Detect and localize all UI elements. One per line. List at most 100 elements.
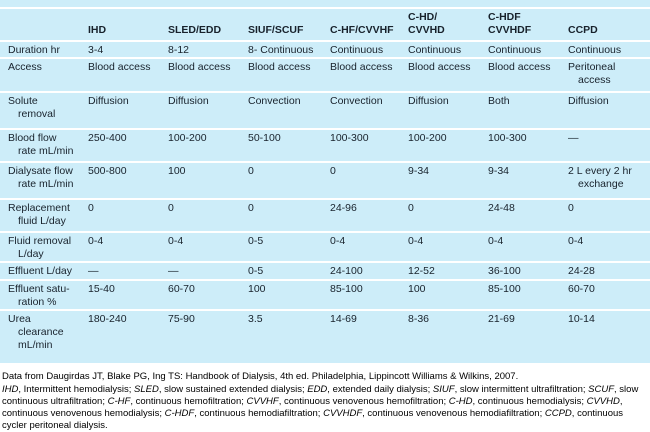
- dialysis-modality-table: IHD SLED/EDD SIUF/SCUF C-HF/CVVHF C-HD/CVVHD…: [0, 0, 650, 363]
- table-cell: 0-4: [488, 235, 504, 247]
- row-label: Blood flow rate mL/min: [8, 132, 74, 157]
- table-cell: 12-52: [408, 265, 435, 277]
- table-cell: 60-70: [168, 283, 195, 295]
- column-header-2: SLED/EDD: [168, 24, 222, 36]
- table-cell: 100-200: [168, 132, 207, 144]
- column-header-3: SIUF/SCUF: [248, 24, 304, 36]
- table-row: Fluid removal L/day 0-4 0-4 0-5 0-4 0-4 0-4 0-4: [0, 233, 650, 263]
- table-cell: Diffusion: [168, 95, 209, 107]
- table-cell: 85-100: [488, 283, 521, 295]
- table-cell: 24-48: [488, 202, 515, 214]
- row-label: Replacement fluid L/day: [8, 202, 70, 227]
- row-label: Access: [8, 61, 42, 73]
- table-cell: Diffusion: [88, 95, 129, 107]
- table-row: Duration hr 3-4 8-12 8- Continuous Continuou…: [0, 42, 650, 59]
- table-cell: 8- Continuous: [248, 44, 314, 56]
- table-cell: 9-34: [408, 165, 430, 177]
- table-cell: 60-70: [568, 283, 595, 295]
- table-row: Solute removal Diffusion Diffusion Convectio…: [0, 93, 650, 130]
- table-cell: 21-69: [488, 313, 515, 325]
- table-cell: 0-4: [168, 235, 184, 247]
- table-cell: 24-96: [330, 202, 357, 214]
- table-cell: Blood access: [88, 61, 151, 73]
- table-cell: 250-400: [88, 132, 127, 144]
- table-cell: 0: [168, 202, 174, 214]
- table-cell: Blood access: [408, 61, 471, 73]
- table-footnotes: Data from Daugirdas JT, Blake PG, Ing TS…: [0, 363, 650, 432]
- column-header-5: C-HD/CVVHD: [408, 11, 445, 36]
- table-cell: Convection: [330, 95, 383, 107]
- table-top-border: [0, 0, 650, 9]
- table-cell: 3.5: [248, 313, 263, 325]
- table-cell: 8-12: [168, 44, 190, 56]
- table-row: Urea clearance mL/min 180-240 75-90 3.5 14-69 8…: [0, 311, 650, 363]
- table-cell: 500-800: [88, 165, 127, 177]
- table-cell: 0-4: [88, 235, 104, 247]
- column-header-4: C-HF/CVVHF: [330, 24, 394, 36]
- table-cell: 75-90: [168, 313, 195, 325]
- table-cell: Diffusion: [568, 95, 609, 107]
- table-cell: Convection: [248, 95, 301, 107]
- table-cell: 0-5: [248, 265, 264, 277]
- table-cell: Blood access: [168, 61, 231, 73]
- table-cell: 15-40: [88, 283, 115, 295]
- table-cell: 10-14: [568, 313, 595, 325]
- row-label: Fluid removal L/day: [8, 235, 72, 260]
- table-cell: 24-28: [568, 265, 595, 277]
- table-cell: 0-4: [408, 235, 424, 247]
- table-cell: 0: [88, 202, 94, 214]
- table-cell: Blood access: [248, 61, 311, 73]
- table-cell: 100: [248, 283, 266, 295]
- table-row: Effluent satu-ration % 15-40 60-70 100 85-10…: [0, 281, 650, 311]
- table-row: Replacement fluid L/day 0 0 0 24-96 0 24-48 0: [0, 200, 650, 233]
- table-cell: —: [168, 265, 179, 277]
- table-cell: 180-240: [88, 313, 127, 325]
- table-cell: 85-100: [330, 283, 363, 295]
- table-cell: 14-69: [330, 313, 357, 325]
- table-cell: 100-200: [408, 132, 447, 144]
- table-cell: 36-100: [488, 265, 521, 277]
- table-cell: Blood access: [330, 61, 393, 73]
- table-cell: 50-100: [248, 132, 281, 144]
- table-cell: 0: [248, 202, 254, 214]
- table-cell: Continuous: [408, 44, 462, 56]
- table-cell: Peritoneal access: [568, 61, 616, 86]
- row-label: Solute removal: [8, 95, 56, 120]
- row-label: Effluent satu-ration %: [8, 283, 70, 308]
- column-header-1: IHD: [88, 24, 107, 36]
- column-header-6: C-HDF CVVHDF: [488, 11, 532, 36]
- row-label: Urea clearance mL/min: [8, 313, 64, 351]
- table-cell: —: [568, 132, 579, 144]
- table-header-row: IHD SLED/EDD SIUF/SCUF C-HF/CVVHF C-HD/CVVHD…: [0, 9, 650, 42]
- table-cell: 100-300: [330, 132, 369, 144]
- table-cell: 100: [168, 165, 186, 177]
- table-cell: 2 L every 2 hr exchange: [568, 165, 632, 190]
- table-cell: 0: [568, 202, 574, 214]
- table-row: Effluent L/day — — 0-5 24-100 12-52 36-100 24-2…: [0, 263, 650, 281]
- table-cell: Continuous: [488, 44, 542, 56]
- table-cell: Continuous: [568, 44, 622, 56]
- table-cell: 0: [248, 165, 254, 177]
- footnote-source: Data from Daugirdas JT, Blake PG, Ing TS…: [2, 371, 519, 382]
- table-row: Dialysate flow rate mL/min 500-800 100 0 0 9-3…: [0, 163, 650, 200]
- table-cell: Both: [488, 95, 510, 107]
- table-cell: 0: [330, 165, 336, 177]
- table-cell: 100: [408, 283, 426, 295]
- table-cell: 8-36: [408, 313, 430, 325]
- row-label: Dialysate flow rate mL/min: [8, 165, 74, 190]
- table-cell: —: [88, 265, 99, 277]
- row-label: Duration hr: [8, 44, 60, 56]
- table-cell: 0: [408, 202, 414, 214]
- table-cell: 100-300: [488, 132, 527, 144]
- column-header-7: CCPD: [568, 24, 598, 36]
- table-row: Blood flow rate mL/min 250-400 100-200 50-10…: [0, 130, 650, 163]
- table-body: Duration hr 3-4 8-12 8- Continuous Continuou…: [0, 42, 650, 363]
- table-cell: 0-5: [248, 235, 264, 247]
- row-label: Effluent L/day: [8, 265, 73, 277]
- table-cell: 0-4: [330, 235, 346, 247]
- table-cell: Diffusion: [408, 95, 449, 107]
- footnote-abbreviations: IHD, Intermittent hemodialysis; SLED, sl…: [2, 384, 639, 431]
- table-cell: 24-100: [330, 265, 363, 277]
- table-cell: 3-4: [88, 44, 104, 56]
- table-row: Access Blood access Blood access Blood acce…: [0, 59, 650, 93]
